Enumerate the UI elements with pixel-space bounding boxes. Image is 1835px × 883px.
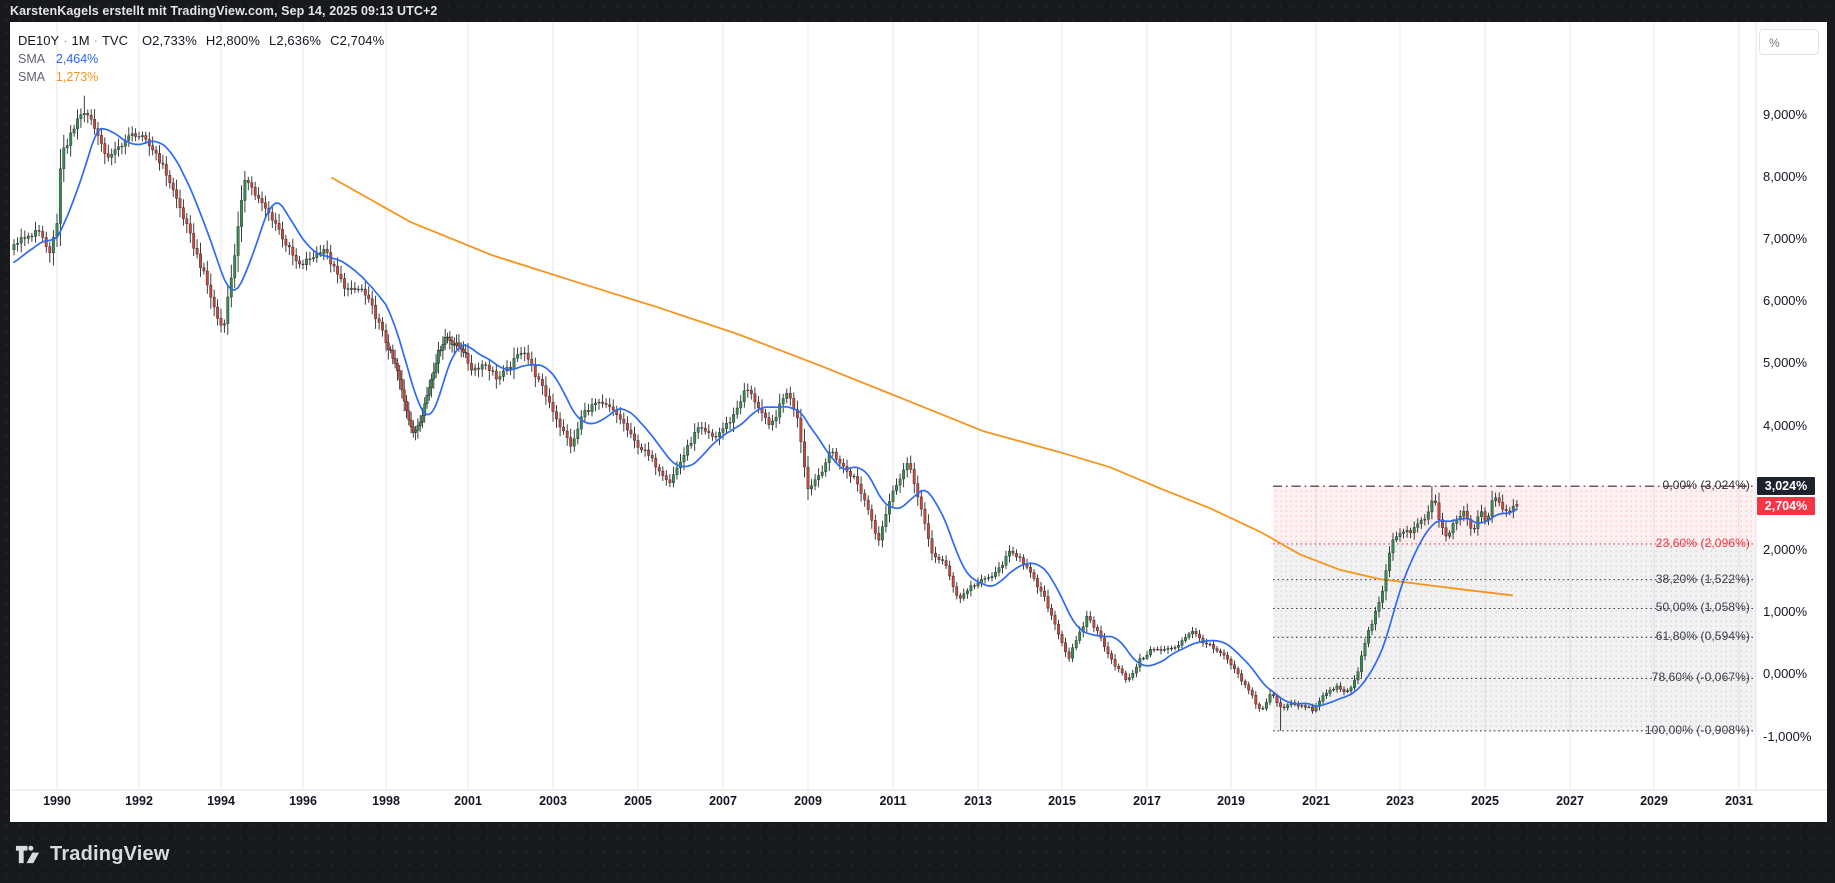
fib-label-0[interactable]: 0,00% (3,024%) (1662, 478, 1750, 493)
low-value: L2,636% (269, 33, 322, 48)
legend: DE10Y · 1M · TVC O2,733% H2,800% L2,636% C2,704%… (18, 33, 393, 84)
time-tick-label: 2005 (624, 794, 652, 808)
fib-label-3[interactable]: 50,00% (1,058%) (1655, 600, 1750, 615)
axes-separators (10, 22, 1827, 791)
price-tick-label: 6,000% (1763, 293, 1808, 309)
time-tick-label: 2021 (1302, 794, 1330, 808)
price-tick-label: 5,000% (1763, 355, 1808, 371)
price-tick-label: -1,000% (1763, 728, 1812, 744)
fib-label-4[interactable]: 61,80% (0,594%) (1655, 629, 1750, 644)
tradingview-logo[interactable]: TradingView (14, 839, 170, 869)
last-price-sticker: 2,704% (1757, 497, 1815, 516)
time-tick-label: 2019 (1217, 794, 1245, 808)
time-tick-label: 2031 (1725, 794, 1753, 808)
time-tick-label: 2013 (964, 794, 992, 808)
time-tick-label: 2025 (1471, 794, 1499, 808)
price-tick-label: 9,000% (1763, 106, 1808, 122)
fib-label-6[interactable]: 100,00% (-0,908%) (1644, 722, 1750, 737)
price-tick-label: 4,000% (1763, 417, 1808, 433)
fib-top-price-sticker: 3,024% (1757, 477, 1815, 496)
tradingview-logo-icon (15, 845, 40, 863)
sma-slow-value: 1,273% (55, 70, 99, 84)
tradingview-logo-text: TradingView (50, 842, 170, 865)
time-tick-label: 2011 (879, 794, 907, 808)
sma-fast-label: SMA (18, 52, 45, 66)
legend-sma-fast-row[interactable]: SMA 2,464% (18, 52, 393, 66)
time-tick-label: 1992 (125, 794, 153, 808)
time-tick-label: 1994 (207, 794, 235, 808)
time-tick-label: 1996 (289, 794, 317, 808)
time-tick-label: 2017 (1133, 794, 1161, 808)
interval-label[interactable]: 1M (71, 33, 90, 48)
time-tick-label: 2027 (1556, 794, 1584, 808)
time-tick-label: 2029 (1640, 794, 1668, 808)
time-tick-label: 2023 (1386, 794, 1414, 808)
symbol-name[interactable]: DE10Y (18, 33, 60, 48)
sma-fast-line[interactable] (13, 127, 1518, 707)
legend-separator: · (93, 33, 98, 48)
high-value: H2,800% (205, 33, 261, 48)
fib-lines-layer[interactable] (1273, 485, 1756, 732)
price-unit-badge: % (1759, 29, 1819, 55)
time-tick-label: 1990 (43, 794, 71, 808)
candles-layer[interactable] (12, 95, 1519, 731)
price-tick-label: 8,000% (1763, 168, 1808, 184)
legend-sma-slow-row[interactable]: SMA 1,273% (18, 70, 393, 84)
legend-symbol-row[interactable]: DE10Y · 1M · TVC O2,733% H2,800% L2,636% C2,704% (18, 33, 393, 48)
time-tick-label: 1998 (372, 794, 400, 808)
fib-label-2[interactable]: 38,20% (1,522%) (1655, 571, 1750, 586)
close-value: C2,704% (330, 33, 385, 48)
price-tick-label: 1,000% (1763, 604, 1808, 620)
price-tick-label: 7,000% (1763, 230, 1808, 246)
fib-bands-layer[interactable] (1273, 486, 1756, 731)
fib-label-1[interactable]: 23,60% (2,096%) (1655, 535, 1750, 550)
legend-separator: · (63, 33, 68, 48)
price-tick-label: 0,000% (1763, 666, 1808, 682)
time-tick-label: 2003 (539, 794, 567, 808)
exchange-label: TVC (101, 33, 128, 48)
open-value: O2,733% (141, 33, 197, 48)
time-tick-label: 2015 (1048, 794, 1076, 808)
sma-fast-value: 2,464% (55, 52, 99, 66)
sma-slow-line[interactable] (331, 176, 1514, 597)
attribution-text: KarstenKagels erstellt mit TradingView.c… (10, 4, 438, 18)
time-tick-label: 2007 (709, 794, 737, 808)
price-tick-label: 2,000% (1763, 541, 1808, 557)
fib-label-5[interactable]: 78,60% (-0,067%) (1651, 670, 1750, 685)
sma-slow-label: SMA (18, 70, 45, 84)
time-tick-label: 2001 (454, 794, 482, 808)
time-tick-label: 2009 (794, 794, 822, 808)
